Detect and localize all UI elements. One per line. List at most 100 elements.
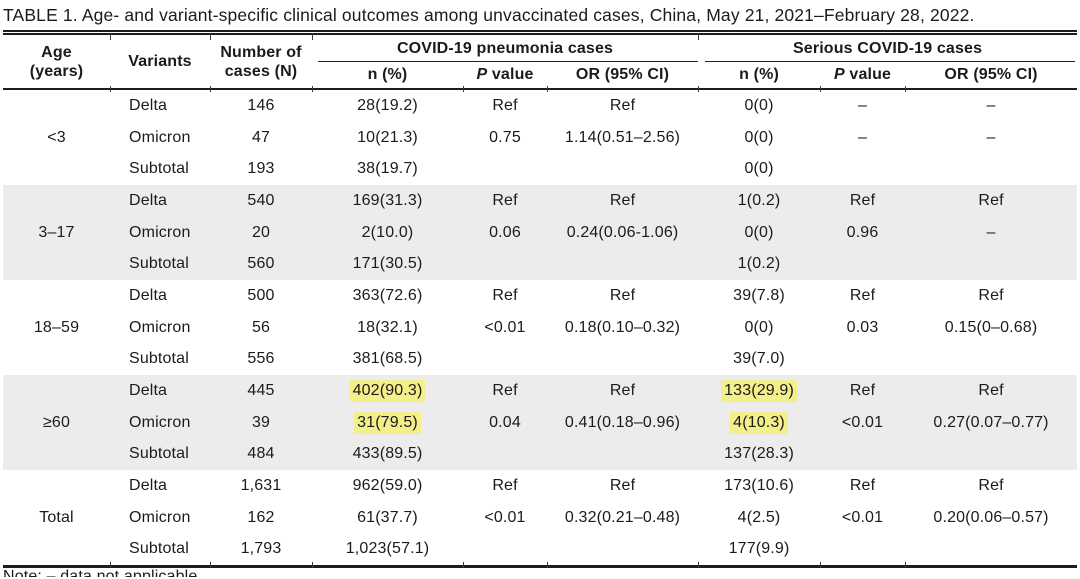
- pneumonia-or-cell: 0.18(0.10–0.32): [564, 318, 681, 336]
- col-header-cases-line1: Number of: [220, 43, 302, 61]
- col-header-age-line1: Age: [41, 43, 72, 61]
- table-row: Subtotal 193 38(19.7) 0(0): [3, 153, 1077, 185]
- subheader-pneumonia-or: OR (95% CI): [547, 62, 699, 92]
- variant-cell: Omicron: [129, 318, 191, 336]
- serious-p-cell: 0.96: [820, 216, 906, 249]
- col-header-cases: Number of cases (N): [210, 35, 313, 92]
- pneumonia-n-cell: 2(10.0): [312, 216, 463, 249]
- column-tick: [698, 33, 699, 40]
- serious-n-cell: 1(0.2): [698, 248, 821, 281]
- serious-or-cell: [905, 344, 1077, 376]
- pneumonia-n-cell: 31(79.5): [312, 406, 463, 439]
- age-group-cell: <3: [47, 128, 66, 146]
- table-row: Subtotal 1,793 1,023(57.1) 177(9.9): [3, 534, 1077, 566]
- pneumonia-p-cell: <0.01: [484, 318, 526, 336]
- variant-cell: Delta: [110, 185, 210, 217]
- highlighted-value: 31(79.5): [354, 411, 421, 434]
- age-group-cell: 3–17: [3, 185, 110, 281]
- serious-n-cell: 137(28.3): [698, 438, 821, 471]
- pneumonia-p-cell: Ref: [492, 96, 518, 114]
- col-header-age: Age (years): [3, 35, 111, 92]
- serious-p-cell: [820, 153, 905, 185]
- col-header-variants: Variants: [110, 35, 211, 92]
- pneumonia-n-cell: 38(19.7): [357, 160, 418, 178]
- table-row: <3 Delta 146 28(19.2) Ref Ref 0(0) – –: [3, 89, 1077, 146]
- serious-or-cell: –: [986, 96, 996, 114]
- pneumonia-or-cell: [547, 248, 699, 281]
- table-row: Omicron 20 2(10.0) 0.06 0.24(0.06-1.06) …: [3, 216, 1078, 249]
- serious-n-cell: 133(29.9): [698, 375, 821, 407]
- serious-n-cell: 0(0): [744, 96, 774, 114]
- serious-n-cell: 177(9.9): [728, 540, 790, 558]
- table-row: Total Delta 1,631 962(59.0) Ref Ref 173(…: [3, 470, 1077, 526]
- serious-or-cell: Ref: [978, 477, 1004, 495]
- pneumonia-p-cell: [463, 248, 547, 281]
- n-cases-cell: 556: [247, 350, 275, 368]
- col-header-age-line2: (years): [29, 62, 84, 80]
- serious-n-cell: 0(0): [744, 160, 774, 178]
- serious-p-cell: [820, 534, 905, 566]
- table-row: Omicron 56 18(32.1) <0.01 0.18(0.10–0.32…: [3, 312, 1077, 344]
- serious-or-cell: [905, 534, 1077, 566]
- serious-n-cell: 4(10.3): [698, 406, 821, 439]
- n-cases-cell: 540: [210, 185, 312, 217]
- n-cases-cell: 484: [210, 438, 312, 471]
- serious-or-cell: Ref: [905, 185, 1078, 217]
- serious-or-cell: –: [986, 128, 996, 146]
- column-tick: [312, 562, 313, 569]
- table-row: Subtotal 556 381(68.5) 39(7.0): [3, 344, 1077, 376]
- subheader-pneumonia-pvalue: P value: [463, 62, 548, 92]
- variant-cell: Subtotal: [129, 540, 189, 558]
- highlighted-value: 133(29.9): [721, 380, 797, 403]
- pneumonia-n-cell: 433(89.5): [312, 438, 463, 471]
- n-cases-cell: 56: [251, 318, 271, 336]
- n-cases-cell: 500: [247, 286, 275, 304]
- variant-cell: Subtotal: [110, 248, 210, 281]
- serious-p-cell: Ref: [820, 185, 906, 217]
- n-cases-cell: 39: [210, 406, 312, 439]
- pneumonia-or-cell: [547, 534, 698, 566]
- serious-p-cell: [820, 248, 906, 281]
- variant-cell: Delta: [110, 375, 210, 407]
- pneumonia-n-cell: 10(21.3): [357, 128, 418, 146]
- group-header-pneumonia: COVID-19 pneumonia cases: [312, 35, 699, 62]
- column-tick: [110, 562, 111, 569]
- n-cases-cell: 162: [247, 508, 275, 526]
- column-tick: [547, 562, 548, 569]
- group-header-serious: Serious COVID-19 cases: [698, 35, 1077, 62]
- serious-or-cell: [905, 153, 1077, 185]
- column-tick: [210, 562, 211, 569]
- column-tick: [905, 562, 906, 569]
- pneumonia-or-cell: [547, 438, 699, 471]
- pneumonia-p-cell: <0.01: [484, 508, 526, 526]
- highlighted-value: 4(10.3): [730, 411, 788, 434]
- variant-cell: Delta: [129, 96, 168, 114]
- subheader-serious-pvalue: P value: [820, 62, 906, 92]
- table-caption: TABLE 1. Age- and variant-specific clini…: [3, 5, 975, 25]
- pneumonia-p-cell: Ref: [492, 477, 518, 495]
- serious-p-cell: <0.01: [820, 406, 906, 439]
- pneumonia-or-cell: [547, 153, 698, 185]
- p-rest: value: [849, 66, 892, 83]
- serious-n-cell: 0(0): [744, 128, 774, 146]
- pneumonia-or-cell: Ref: [609, 477, 636, 495]
- age-group-cell: ≥60: [3, 375, 110, 471]
- column-tick: [698, 562, 699, 569]
- subheader-serious-n: n (%): [698, 62, 821, 92]
- p-italic: P: [833, 66, 845, 83]
- pneumonia-n-cell: 28(19.2): [357, 96, 418, 114]
- pneumonia-or-cell: 0.32(0.21–0.48): [564, 508, 681, 526]
- n-cases-cell: 1,793: [240, 540, 282, 558]
- pneumonia-p-cell: 0.04: [463, 406, 547, 439]
- column-tick: [463, 562, 464, 569]
- serious-n-cell: 1(0.2): [698, 185, 821, 217]
- header-row-groups: Age (years) Variants Number of cases (N)…: [3, 35, 1077, 92]
- table-row: Subtotal 484 433(89.5) 137(28.3): [3, 438, 1078, 471]
- n-cases-cell: 47: [251, 128, 271, 146]
- p-italic: P: [476, 66, 488, 83]
- serious-p-cell: –: [858, 96, 868, 114]
- n-cases-cell: 20: [210, 216, 312, 249]
- serious-p-cell: 0.03: [846, 318, 879, 336]
- serious-or-cell: 0.15(0–0.68): [944, 318, 1038, 336]
- variant-cell: Omicron: [129, 128, 191, 146]
